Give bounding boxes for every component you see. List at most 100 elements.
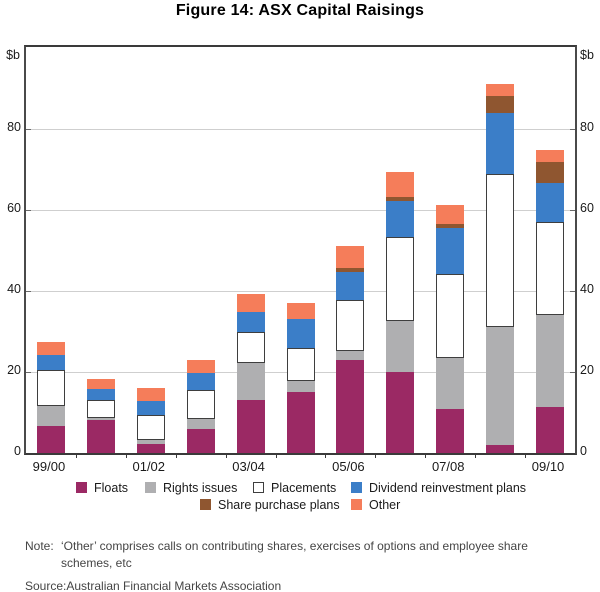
x-axis-tick <box>225 453 227 458</box>
bar-segment-dividend-reinvestment-plans <box>386 200 415 238</box>
bar-08/09 <box>486 84 515 453</box>
x-axis-tick <box>125 453 127 458</box>
bar-segment-other <box>236 293 265 312</box>
bar-segment-rights-issues <box>436 358 465 410</box>
y-axis-label-left-20: 20 <box>7 363 21 377</box>
bar-segment-other <box>486 84 515 97</box>
y-axis-label-right-60: 60 <box>580 201 594 215</box>
bar-segment-other <box>36 342 65 355</box>
bar-segment-other <box>136 388 165 402</box>
legend-swatch-share-purchase-plans <box>200 499 211 510</box>
legend-swatch-rights-issues <box>145 482 156 493</box>
y-axis-label-right-40: 40 <box>580 282 594 296</box>
bar-segment-placements <box>36 370 65 407</box>
frame-tick <box>570 210 575 211</box>
x-axis-tick <box>375 453 377 458</box>
bar-segment-floats <box>86 420 115 453</box>
bar-segment-placements <box>286 347 315 381</box>
y-axis-label-right-0: 0 <box>580 444 587 458</box>
gridline-80 <box>26 129 575 130</box>
source-label: Source: <box>25 579 67 592</box>
bar-segment-placements <box>86 399 115 418</box>
bar-segment-dividend-reinvestment-plans <box>286 319 315 348</box>
bar-segment-rights-issues <box>36 406 65 426</box>
legend-swatch-other <box>351 499 362 510</box>
bar-segment-other <box>286 302 315 320</box>
bar-segment-dividend-reinvestment-plans <box>536 183 565 223</box>
bar-segment-placements <box>436 274 465 359</box>
y-axis-label-left-60: 60 <box>7 201 21 215</box>
bar-segment-rights-issues <box>486 327 515 445</box>
bar-segment-share-purchase-plans <box>536 162 565 184</box>
x-axis-label-09-10: 09/10 <box>531 459 565 474</box>
frame-tick <box>570 291 575 292</box>
legend-item-floats: Floats <box>76 481 128 495</box>
bar-segment-dividend-reinvestment-plans <box>436 227 465 275</box>
bar-segment-floats <box>486 444 515 453</box>
x-axis-label-03-04: 03/04 <box>232 459 265 474</box>
y-axis-unit-right: $b <box>580 48 594 62</box>
bar-segment-rights-issues <box>186 419 215 429</box>
bar-segment-rights-issues <box>386 320 415 372</box>
bar-segment-floats <box>136 443 165 453</box>
note-row: Note: ‘Other’ comprises calls on contrib… <box>25 538 585 572</box>
x-axis-tick <box>425 453 427 458</box>
y-axis-label-left-0: 0 <box>14 444 21 458</box>
bar-06/07 <box>386 172 415 453</box>
bar-segment-other <box>436 204 465 224</box>
figure-title: Figure 14: ASX Capital Raisings <box>175 2 425 19</box>
frame-tick <box>26 291 31 292</box>
bar-segment-other <box>86 378 115 390</box>
note-label: Note: <box>25 539 54 553</box>
bar-99/00 <box>36 342 65 453</box>
bar-segment-dividend-reinvestment-plans <box>36 354 65 371</box>
gridline-60 <box>26 210 575 211</box>
legend-item-rights-issues: Rights issues <box>145 480 238 495</box>
frame-tick <box>26 210 31 211</box>
x-axis-label-01-02: 01/02 <box>132 459 166 474</box>
legend-label: Dividend reinvestment plans <box>369 480 527 495</box>
bar-segment-share-purchase-plans <box>336 268 365 273</box>
bar-segment-floats <box>436 409 465 453</box>
bar-07/08 <box>436 204 465 453</box>
legend-label: Placements <box>271 480 337 495</box>
bar-segment-floats <box>536 407 565 453</box>
legend-item-other: Other <box>351 497 401 512</box>
bar-segment-floats <box>236 400 265 453</box>
y-axis-label-right-80: 80 <box>580 120 594 134</box>
bar-02/03 <box>186 360 215 453</box>
bar-segment-other <box>336 246 365 269</box>
x-axis-tick <box>475 453 477 458</box>
frame-tick <box>570 129 575 130</box>
legend-swatch-floats <box>76 482 87 493</box>
bar-01/02 <box>136 388 165 453</box>
x-axis-tick <box>525 453 527 458</box>
bar-segment-share-purchase-plans <box>436 223 465 228</box>
bar-segment-dividend-reinvestment-plans <box>86 389 115 400</box>
bar-05/06 <box>336 246 365 453</box>
chart-legend: Floats Rights issues Placements Dividend re… <box>0 479 600 515</box>
bar-segment-dividend-reinvestment-plans <box>236 311 265 332</box>
bar-segment-placements <box>536 222 565 316</box>
source-text: Australian Financial Markets Association <box>66 579 282 592</box>
bar-segment-share-purchase-plans <box>386 196 415 201</box>
x-axis-label-05-06: 05/06 <box>332 459 365 474</box>
bar-segment-share-purchase-plans <box>486 96 515 113</box>
legend-label: Rights issues <box>163 480 238 495</box>
bar-segment-floats <box>386 371 415 453</box>
frame-tick <box>26 129 31 130</box>
bar-segment-placements <box>336 299 365 351</box>
bar-segment-rights-issues <box>86 417 115 421</box>
legend-label: Other <box>369 497 401 512</box>
legend-item-placements: Placements <box>253 480 337 495</box>
y-axis-unit-left: $b <box>6 48 20 62</box>
frame-tick <box>26 372 31 373</box>
y-axis-label-left-40: 40 <box>7 282 21 296</box>
bar-segment-placements <box>236 331 265 363</box>
bar-segment-dividend-reinvestment-plans <box>186 372 215 391</box>
bar-09/10 <box>536 150 565 453</box>
legend-swatch-dividend-reinvestment-plans <box>351 482 362 493</box>
y-axis-label-left-80: 80 <box>7 120 21 134</box>
bar-segment-placements <box>486 173 515 328</box>
